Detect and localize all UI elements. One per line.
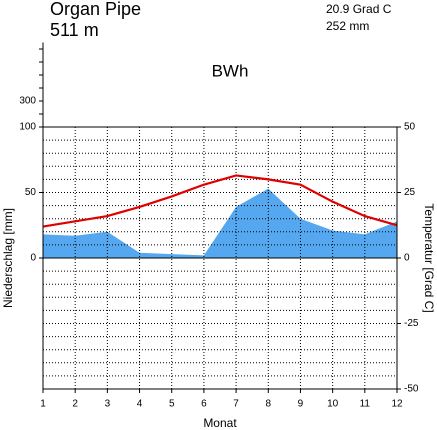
station-name: Organ Pipe — [50, 0, 141, 19]
x-tick-label: 6 — [201, 399, 207, 410]
annual-precipitation: 252 mm — [326, 19, 369, 33]
x-tick-label: 3 — [105, 399, 111, 410]
y2-tick-label: 25 — [404, 187, 416, 198]
y2-tick-label: -25 — [404, 318, 419, 329]
climate-class: BWh — [212, 61, 249, 80]
x-tick-label: 4 — [137, 399, 143, 410]
x-axis-label: Monat — [203, 416, 237, 430]
elevation: 511 m — [50, 20, 99, 40]
x-tick-label: 8 — [265, 399, 271, 410]
y-tick-label: 300 — [19, 96, 36, 107]
y2-tick-label: 50 — [404, 122, 416, 133]
y-tick-label: 50 — [25, 187, 37, 198]
y2-axis-label: Temperatur [Grad C] — [422, 203, 436, 312]
temperature-line — [42, 174, 398, 228]
x-tick-label: 12 — [391, 399, 403, 410]
x-tick-label: 7 — [233, 399, 239, 410]
x-tick-label: 11 — [360, 399, 371, 410]
y2-tick-label: 0 — [404, 253, 410, 264]
y-tick-label: 100 — [19, 122, 36, 133]
x-tick-label: 2 — [72, 399, 78, 410]
x-tick-label: 1 — [40, 399, 46, 410]
y2-tick-label: -50 — [404, 384, 419, 395]
precipitation-area — [43, 188, 397, 258]
x-tick-label: 10 — [327, 399, 339, 410]
y-tick-label: 0 — [30, 253, 36, 264]
mean-temperature: 20.9 Grad C — [326, 2, 392, 16]
x-tick-label: 9 — [298, 399, 304, 410]
x-tick-label: 5 — [169, 399, 175, 410]
y-axis-label: Niederschlag [mm] — [1, 208, 15, 308]
